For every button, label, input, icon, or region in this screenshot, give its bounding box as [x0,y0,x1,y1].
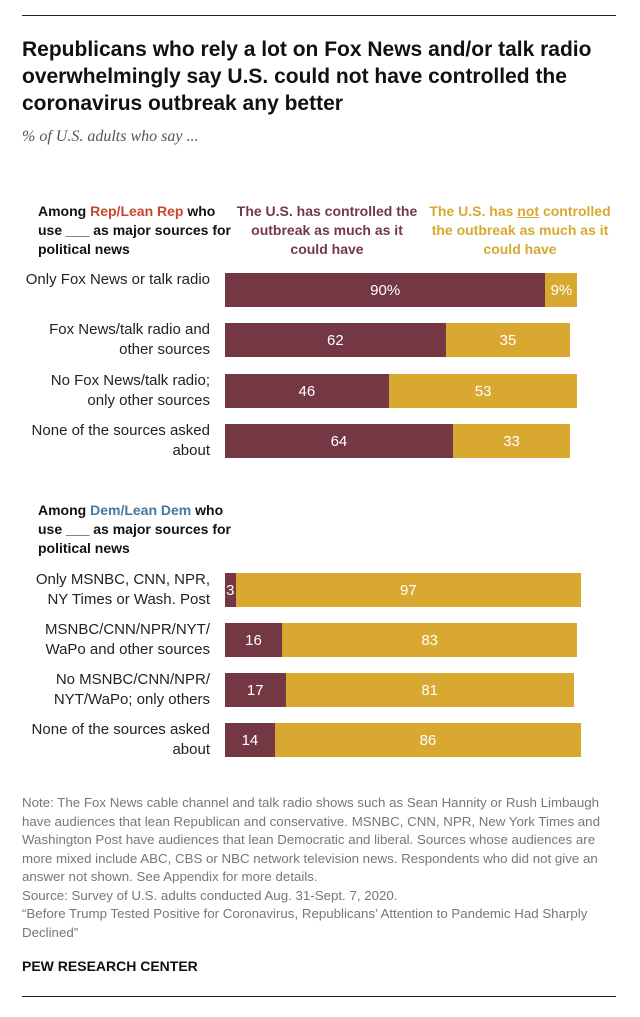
note-text: Note: The Fox News cable channel and tal… [22,795,600,884]
bar-controlled: 90% [225,273,546,307]
bar-controlled: 16 [225,623,282,657]
top-rule [22,15,616,16]
data-label: 14 [241,731,259,749]
data-label: 17 [246,681,264,699]
group-heading-dem: Among Dem/Lean Dem who use ___ as major … [38,501,238,558]
notes: Note: The Fox News cable channel and tal… [22,794,622,942]
bar-not-controlled: 81 [285,673,574,707]
heading-pre: Among [38,203,91,219]
group-heading-rep: Among Rep/Lean Rep who use ___ as major … [38,202,238,259]
data-label: 90% [370,281,401,299]
bar-not-controlled: 97 [235,573,581,607]
report-title: “Before Trump Tested Positive for Corona… [22,906,588,940]
pew-logo-text: PEW RESEARCH CENTER [22,958,198,974]
bar-controlled: 14 [225,723,275,757]
data-label: 53 [474,382,492,400]
row-label: None of the sources asked about [31,721,210,758]
row-label: No Fox News/talk radio; only other sourc… [50,372,210,409]
heading-party: Rep/Lean Rep [90,203,184,219]
legend-text-post: controlled the outbreak as much as it co… [431,203,611,257]
heading-pre: Among [38,502,91,518]
data-label: 9% [550,281,573,299]
bar-not-controlled: 33 [452,424,571,458]
legend-controlled-text: The U.S. has controlled the outbreak as … [236,203,418,257]
bar-not-controlled: 35 [445,323,571,357]
legend-controlled: The U.S. has controlled the outbreak as … [232,202,422,259]
bottom-rule [22,996,616,997]
row-label: No MSNBC/CNN/NPR/ NYT/WaPo; only others [53,671,210,708]
data-label: 83 [421,631,439,649]
bar-controlled: 46 [225,374,389,408]
data-label: 33 [503,432,520,450]
row-label: None of the sources asked about [31,422,210,459]
bar-not-controlled: 83 [281,623,578,657]
legend-not-controlled: The U.S. has not controlled the outbreak… [424,202,616,259]
row-label: MSNBC/CNN/NPR/NYT/ WaPo and other source… [44,621,210,658]
heading-post: who use ___ as major sources for politic… [38,203,231,257]
data-label: 62 [327,331,344,349]
bar-controlled: 64 [225,424,453,458]
data-label: 64 [330,432,348,450]
heading-party: Dem/Lean Dem [90,502,192,518]
legend-text-pre: The U.S. has [429,203,518,219]
bar-controlled: 62 [225,323,446,357]
data-label: 81 [421,681,439,699]
bar-controlled: 17 [225,673,286,707]
data-label: 97 [399,581,417,599]
bar-controlled: 3 [225,573,236,607]
data-label: 35 [499,331,517,349]
bar-not-controlled: 86 [274,723,581,757]
chart-title: Republicans who rely a lot on Fox News a… [22,38,592,115]
source-text: Source: Survey of U.S. adults conducted … [22,887,398,903]
chart-subtitle: % of U.S. adults who say ... [22,128,199,145]
bar-not-controlled: 53 [388,374,578,408]
heading-post: who use ___ as major sources for politic… [38,502,231,556]
data-label: 86 [419,731,437,749]
row-label: Only MSNBC, CNN, NPR, NY Times or Wash. … [35,571,210,608]
legend-text-emph: not [517,203,540,219]
row-label: Only Fox News or talk radio [25,271,210,288]
row-label: Fox News/talk radio and other sources [49,321,210,358]
data-label: 46 [298,382,316,400]
data-label: 3 [226,581,235,599]
bar-not-controlled: 9% [545,273,578,307]
data-label: 16 [245,631,262,649]
